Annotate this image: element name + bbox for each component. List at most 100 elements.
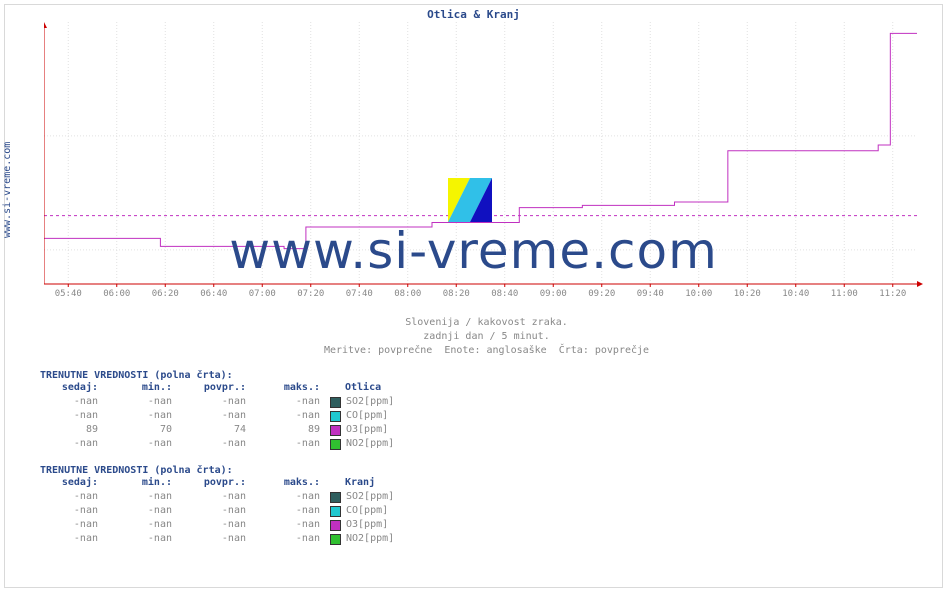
table-cell: -nan: [178, 490, 252, 504]
table-row: -nan-nan-nan-nanSO2[ppm]: [40, 490, 640, 504]
svg-text:06:00: 06:00: [103, 289, 130, 299]
svg-text:09:40: 09:40: [637, 289, 664, 299]
row-metric-label: CO[ppm]: [346, 409, 388, 423]
svg-text:10:20: 10:20: [734, 289, 761, 299]
row-metric-label: SO2[ppm]: [346, 490, 394, 504]
table-row-label: O3[ppm]: [326, 518, 388, 532]
site-label-vertical: www.si-vreme.com: [2, 118, 13, 238]
table-title: TRENUTNE VREDNOSTI (polna črta):: [40, 465, 640, 476]
table-row-label: O3[ppm]: [326, 423, 388, 437]
value-table: TRENUTNE VREDNOSTI (polna črta):sedaj:mi…: [40, 465, 640, 546]
table-cell: -nan: [178, 518, 252, 532]
table-cell: -nan: [104, 437, 178, 451]
chart-captions: Slovenija / kakovost zraka. zadnji dan /…: [44, 316, 929, 358]
color-swatch-icon: [330, 492, 341, 503]
chart-svg: 708005:4006:0006:2006:4007:0007:2007:400…: [44, 22, 929, 300]
table-header-cell: maks.:: [252, 476, 326, 490]
table-header-cell: min.:: [104, 381, 178, 395]
table-row-label: CO[ppm]: [326, 504, 388, 518]
color-swatch-icon: [330, 425, 341, 436]
svg-text:11:00: 11:00: [831, 289, 858, 299]
table-cell: -nan: [252, 395, 326, 409]
color-swatch-icon: [330, 439, 341, 450]
table-cell: -nan: [104, 409, 178, 423]
table-row: 89707489O3[ppm]: [40, 423, 640, 437]
svg-text:07:40: 07:40: [346, 289, 373, 299]
data-tables: TRENUTNE VREDNOSTI (polna črta):sedaj:mi…: [40, 370, 640, 560]
table-title: TRENUTNE VREDNOSTI (polna črta):: [40, 370, 640, 381]
table-cell: -nan: [40, 532, 104, 546]
row-metric-label: NO2[ppm]: [346, 532, 394, 546]
caption-line-3: Meritve: povprečne Enote: anglosaške Črt…: [44, 344, 929, 358]
table-row: -nan-nan-nan-nanO3[ppm]: [40, 518, 640, 532]
svg-text:10:00: 10:00: [685, 289, 712, 299]
color-swatch-icon: [330, 506, 341, 517]
table-header-cell: sedaj:: [40, 381, 104, 395]
color-swatch-icon: [330, 520, 341, 531]
table-cell: -nan: [104, 532, 178, 546]
table-cell: 74: [178, 423, 252, 437]
table-cell: -nan: [40, 437, 104, 451]
table-header-cell: povpr.:: [178, 476, 252, 490]
caption-line-2: zadnji dan / 5 minut.: [44, 330, 929, 344]
row-metric-label: SO2[ppm]: [346, 395, 394, 409]
caption-line-1: Slovenija / kakovost zraka.: [44, 316, 929, 330]
table-header-cell: povpr.:: [178, 381, 252, 395]
table-cell: -nan: [178, 395, 252, 409]
table-cell: -nan: [252, 490, 326, 504]
table-cell: -nan: [178, 437, 252, 451]
row-metric-label: NO2[ppm]: [346, 437, 394, 451]
table-cell: -nan: [252, 518, 326, 532]
table-header-name: Otlica: [326, 381, 381, 395]
table-cell: -nan: [178, 532, 252, 546]
table-cell: -nan: [40, 490, 104, 504]
table-row-label: SO2[ppm]: [326, 395, 394, 409]
svg-text:08:00: 08:00: [394, 289, 421, 299]
table-cell: -nan: [252, 437, 326, 451]
table-cell: 89: [252, 423, 326, 437]
table-cell: -nan: [40, 409, 104, 423]
table-row-label: CO[ppm]: [326, 409, 388, 423]
color-swatch-icon: [330, 397, 341, 408]
table-cell: -nan: [252, 504, 326, 518]
table-header-cell: min.:: [104, 476, 178, 490]
table-cell: 89: [40, 423, 104, 437]
svg-text:07:20: 07:20: [297, 289, 324, 299]
color-swatch-icon: [330, 534, 341, 545]
table-header-row: sedaj:min.:povpr.:maks.:Otlica: [40, 381, 640, 395]
table-cell: -nan: [104, 518, 178, 532]
svg-text:08:40: 08:40: [491, 289, 518, 299]
chart-title: Otlica & Kranj: [0, 8, 947, 21]
table-row: -nan-nan-nan-nanCO[ppm]: [40, 504, 640, 518]
row-metric-label: CO[ppm]: [346, 504, 388, 518]
table-header-cell: sedaj:: [40, 476, 104, 490]
svg-text:07:00: 07:00: [249, 289, 276, 299]
row-metric-label: O3[ppm]: [346, 518, 388, 532]
table-cell: -nan: [252, 409, 326, 423]
value-table: TRENUTNE VREDNOSTI (polna črta):sedaj:mi…: [40, 370, 640, 451]
table-cell: -nan: [178, 409, 252, 423]
table-cell: -nan: [40, 504, 104, 518]
table-header-name: Kranj: [326, 476, 375, 490]
table-header-row: sedaj:min.:povpr.:maks.:Kranj: [40, 476, 640, 490]
table-row-label: NO2[ppm]: [326, 437, 394, 451]
table-row-label: NO2[ppm]: [326, 532, 394, 546]
table-cell: -nan: [178, 504, 252, 518]
svg-text:11:20: 11:20: [879, 289, 906, 299]
chart-area: 708005:4006:0006:2006:4007:0007:2007:400…: [44, 22, 929, 300]
table-row-label: SO2[ppm]: [326, 490, 394, 504]
table-row: -nan-nan-nan-nanNO2[ppm]: [40, 532, 640, 546]
svg-text:10:40: 10:40: [782, 289, 809, 299]
svg-text:09:00: 09:00: [540, 289, 567, 299]
color-swatch-icon: [330, 411, 341, 422]
table-cell: -nan: [40, 395, 104, 409]
table-cell: -nan: [104, 395, 178, 409]
svg-text:06:20: 06:20: [152, 289, 179, 299]
row-metric-label: O3[ppm]: [346, 423, 388, 437]
svg-text:08:20: 08:20: [443, 289, 470, 299]
table-cell: -nan: [104, 490, 178, 504]
svg-text:06:40: 06:40: [200, 289, 227, 299]
table-cell: -nan: [252, 532, 326, 546]
svg-text:05:40: 05:40: [55, 289, 82, 299]
table-cell: 70: [104, 423, 178, 437]
